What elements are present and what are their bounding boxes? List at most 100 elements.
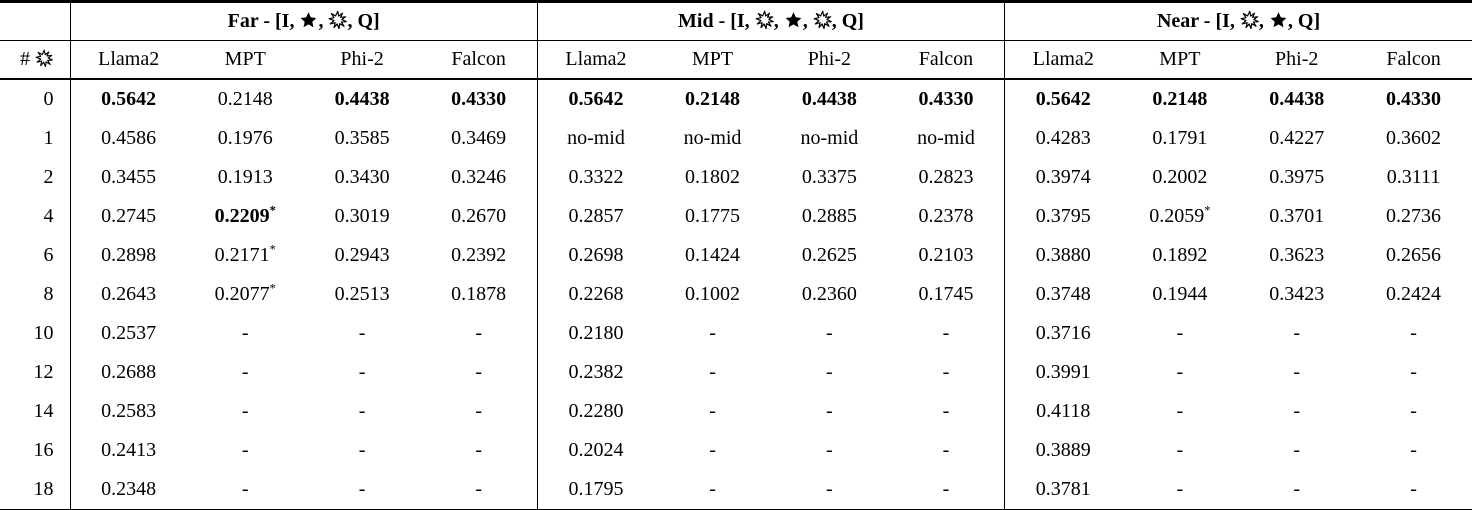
- table-cell: 0.2382: [536, 353, 655, 392]
- table-cell: 0.5642: [69, 79, 187, 119]
- table-cell: -: [1176, 478, 1184, 500]
- table-cell: -: [1293, 322, 1301, 344]
- table-cell: 0.2378: [918, 205, 974, 227]
- col-header-llama2: Llama2: [536, 40, 655, 80]
- table-cell: 0.2537: [69, 314, 187, 353]
- group-header-far: Far - [I, , , Q]: [69, 1, 538, 41]
- separator-text: ,: [802, 10, 813, 32]
- table-cell: -: [1176, 361, 1184, 383]
- table-cell: 0.4118: [1004, 392, 1122, 431]
- table-cell: no-mid: [800, 127, 859, 149]
- separator-text: ,: [318, 10, 329, 32]
- asterisk-marker: *: [1204, 203, 1211, 218]
- group-header-near: Near - [I, , , Q]: [1004, 1, 1472, 41]
- table-cell: -: [1410, 400, 1417, 422]
- table-cell: 0.4330: [918, 88, 974, 110]
- table-cell: -: [826, 322, 833, 344]
- row-header: 0: [0, 79, 71, 119]
- col-header-falcon: Falcon: [1355, 40, 1472, 80]
- table-cell: -: [475, 400, 482, 422]
- star-icon: [299, 10, 318, 32]
- col-header-falcon: Falcon: [887, 40, 1005, 80]
- table-cell: 0.1944: [1152, 283, 1208, 305]
- table-cell: 0.2898: [69, 236, 187, 275]
- table-cell: -: [1410, 322, 1417, 344]
- table-cell: 0.4438: [1269, 88, 1325, 110]
- row-header: 18: [0, 470, 71, 510]
- table-cell: -: [1293, 400, 1301, 422]
- group-label-prefix: Near - [I,: [1156, 10, 1240, 32]
- table-cell: -: [358, 439, 366, 461]
- table-cell: 0.3455: [69, 158, 187, 197]
- table-cell: -: [942, 439, 950, 461]
- table-cell: 0.2670: [451, 205, 507, 227]
- table-cell: 0.3602: [1386, 127, 1442, 149]
- table-cell: 0.4438: [801, 88, 857, 110]
- table-row: 1 0.4586 0.1976 0.3585 0.3469 no-mid no-mid no-…: [0, 119, 1472, 158]
- col-header-phi2: Phi-2: [770, 40, 888, 80]
- table-cell: 0.1795: [536, 470, 655, 510]
- table-cell: -: [942, 400, 950, 422]
- table-cell: 0.3974: [1004, 158, 1122, 197]
- table-cell: -: [826, 478, 833, 500]
- table-cell: 0.4283: [1004, 119, 1122, 158]
- table-cell: -: [826, 400, 833, 422]
- table-cell: 0.3111: [1386, 166, 1441, 188]
- star-icon: [784, 10, 803, 32]
- corner-cell: [0, 1, 71, 41]
- asterisk-marker: *: [269, 203, 276, 218]
- table-cell: 0.3716: [1004, 314, 1122, 353]
- table-cell: 0.2280: [536, 392, 655, 431]
- table-row: 2 0.3455 0.1913 0.3430 0.3246 0.3322 0.1802 0.3…: [0, 158, 1472, 197]
- table-cell: -: [241, 322, 249, 344]
- table-row: 8 0.2643 0.2077* 0.2513 0.1878 0.2268 0.1002 0.…: [0, 275, 1472, 314]
- table-cell: 0.1878: [451, 283, 507, 305]
- table-cell: 0.3322: [536, 158, 655, 197]
- table-cell: 0.1976: [217, 127, 273, 149]
- separator-text: ,: [1258, 10, 1269, 32]
- table-cell: 0.2823: [918, 166, 974, 188]
- group-label-suffix: , Q]: [831, 10, 864, 32]
- table-cell: 0.4227: [1269, 127, 1325, 149]
- table-cell: -: [1410, 439, 1417, 461]
- table-cell: 0.2209*: [214, 203, 276, 227]
- table-cell: 0.2180: [536, 314, 655, 353]
- table-cell: 0.4438: [334, 88, 390, 110]
- row-header: 6: [0, 236, 71, 275]
- group-label-prefix: Mid - [I,: [678, 10, 755, 32]
- row-header: 10: [0, 314, 71, 353]
- table-row: 10 0.2537 - - - 0.2180 - - - 0.3716 - - -: [0, 314, 1472, 353]
- row-header: 8: [0, 275, 71, 314]
- table-cell: -: [241, 478, 249, 500]
- table-cell: -: [358, 322, 366, 344]
- group-label-suffix: , Q]: [1287, 10, 1321, 32]
- table-cell: 0.1913: [217, 166, 273, 188]
- table-cell: -: [241, 439, 249, 461]
- separator-text: ,: [773, 10, 784, 32]
- table-cell: -: [241, 361, 249, 383]
- row-header: 4: [0, 197, 71, 236]
- table-cell: -: [1410, 478, 1417, 500]
- table-cell: 0.4330: [1386, 88, 1442, 110]
- table-cell: 0.1745: [918, 283, 974, 305]
- row-header: 2: [0, 158, 71, 197]
- table-cell: -: [475, 322, 482, 344]
- table-cell: 0.1002: [685, 283, 741, 305]
- table-cell: -: [358, 400, 366, 422]
- table-cell: 0.3701: [1269, 205, 1325, 227]
- col-header-phi2: Phi-2: [1238, 40, 1356, 80]
- table-cell: 0.3019: [334, 205, 390, 227]
- table-cell: 0.3430: [334, 166, 390, 188]
- table-cell: 0.1424: [685, 244, 741, 266]
- col-header-phi2: Phi-2: [303, 40, 421, 80]
- row-header: 14: [0, 392, 71, 431]
- collision-icon: [1240, 10, 1259, 32]
- table-cell: -: [1410, 361, 1417, 383]
- table-cell: 0.2513: [334, 283, 390, 305]
- table-cell: 0.4330: [451, 88, 507, 110]
- table-cell: -: [475, 361, 482, 383]
- col-header-llama2: Llama2: [1004, 40, 1122, 80]
- table-cell: 0.2643: [69, 275, 187, 314]
